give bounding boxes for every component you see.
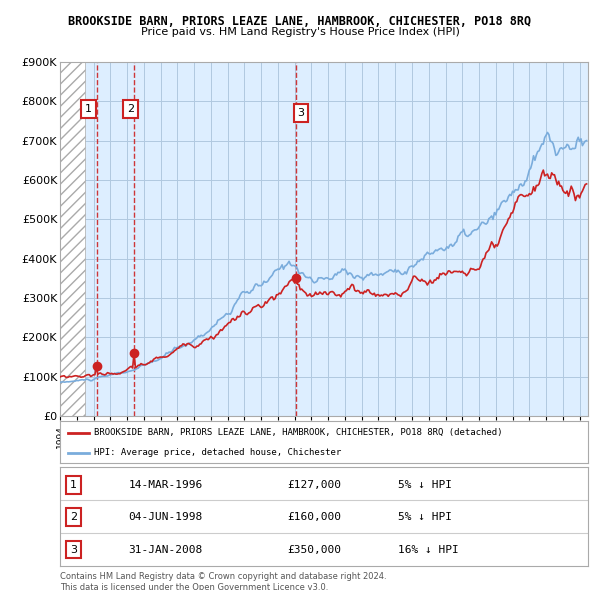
Text: £160,000: £160,000 bbox=[287, 512, 341, 522]
Text: 04-JUN-1998: 04-JUN-1998 bbox=[128, 512, 203, 522]
Text: 5% ↓ HPI: 5% ↓ HPI bbox=[398, 480, 452, 490]
Text: 2: 2 bbox=[127, 104, 134, 114]
Text: 31-JAN-2008: 31-JAN-2008 bbox=[128, 545, 203, 555]
Text: 16% ↓ HPI: 16% ↓ HPI bbox=[398, 545, 458, 555]
Text: HPI: Average price, detached house, Chichester: HPI: Average price, detached house, Chic… bbox=[94, 448, 341, 457]
Text: BROOKSIDE BARN, PRIORS LEAZE LANE, HAMBROOK, CHICHESTER, PO18 8RQ (detached): BROOKSIDE BARN, PRIORS LEAZE LANE, HAMBR… bbox=[94, 428, 503, 437]
Text: Contains HM Land Registry data © Crown copyright and database right 2024.
This d: Contains HM Land Registry data © Crown c… bbox=[60, 572, 386, 590]
Text: 14-MAR-1996: 14-MAR-1996 bbox=[128, 480, 203, 490]
Text: 2: 2 bbox=[70, 512, 77, 522]
Text: 3: 3 bbox=[70, 545, 77, 555]
Text: £350,000: £350,000 bbox=[287, 545, 341, 555]
Text: 1: 1 bbox=[70, 480, 77, 490]
Text: BROOKSIDE BARN, PRIORS LEAZE LANE, HAMBROOK, CHICHESTER, PO18 8RQ: BROOKSIDE BARN, PRIORS LEAZE LANE, HAMBR… bbox=[68, 15, 532, 28]
Text: 3: 3 bbox=[298, 108, 305, 118]
Text: Price paid vs. HM Land Registry's House Price Index (HPI): Price paid vs. HM Land Registry's House … bbox=[140, 27, 460, 37]
Text: 5% ↓ HPI: 5% ↓ HPI bbox=[398, 512, 452, 522]
Text: 1: 1 bbox=[85, 104, 92, 114]
Text: £127,000: £127,000 bbox=[287, 480, 341, 490]
